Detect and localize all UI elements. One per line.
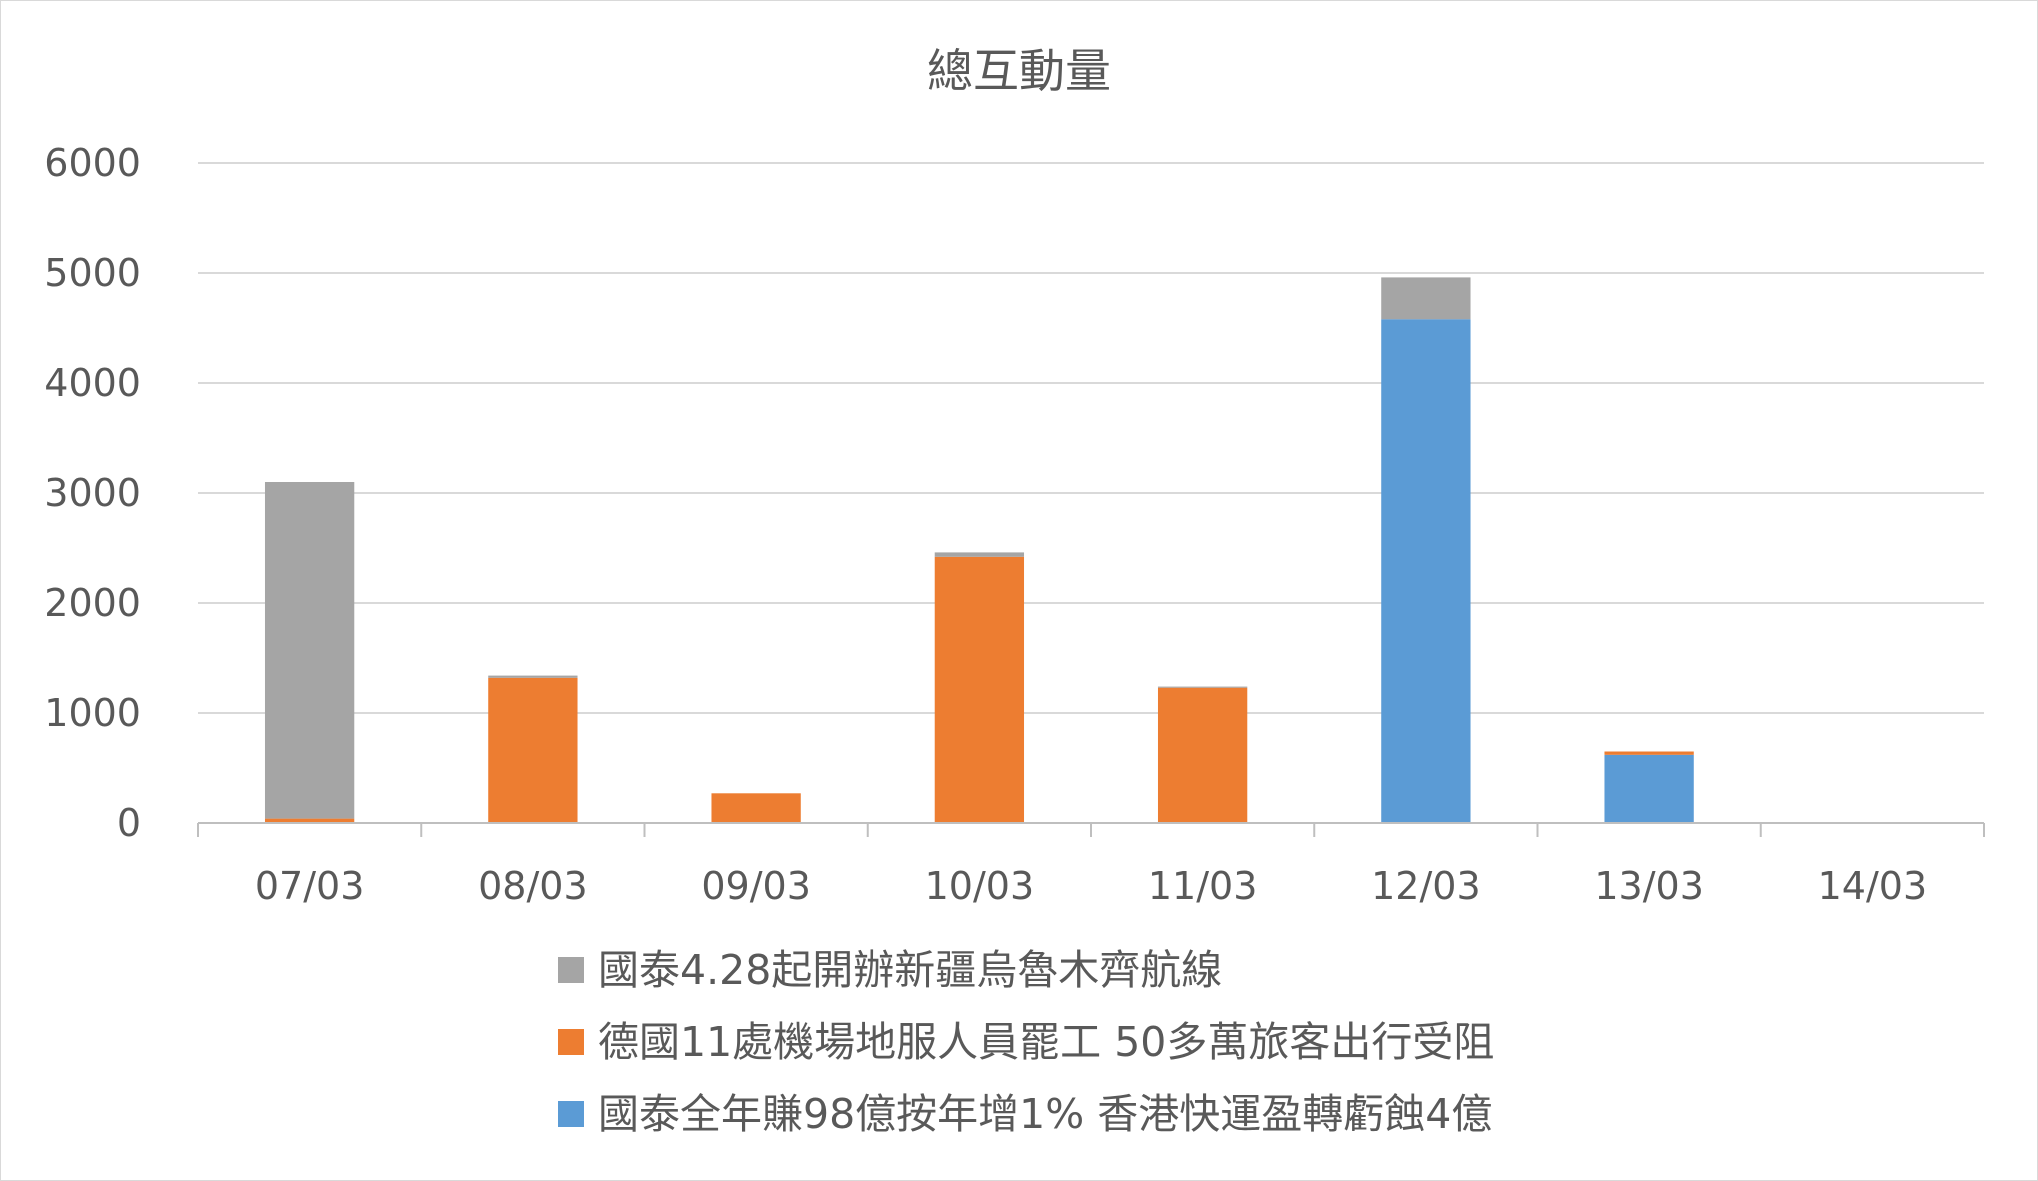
y-axis-tick-labels: 0 1000 2000 3000 4000 5000 6000 [44,141,141,845]
x-tick-label: 08/03 [478,864,588,908]
legend-swatch [558,1101,584,1127]
x-tick-label: 09/03 [701,864,811,908]
x-tick-label: 07/03 [255,864,365,908]
legend-label: 德國11處機場地服人員罷工 50多萬旅客出行受阻 [598,1018,1494,1066]
bar-segment [1381,277,1471,320]
x-tick-label: 10/03 [925,864,1035,908]
bar-segment [1157,686,1248,688]
bar-segment [488,675,578,678]
bar-segment [1604,754,1694,823]
x-tick-label: 14/03 [1818,864,1928,908]
bar-segment [488,677,578,823]
bar-segment [1604,751,1694,755]
x-tick-label: 12/03 [1371,864,1481,908]
y-tick-label: 0 [117,801,141,845]
bars [264,277,1694,823]
bar-segment [934,552,1025,557]
bar-segment [264,818,355,823]
legend-label: 國泰全年賺98億按年增1% 香港快運盈轉虧蝕4億 [598,1090,1492,1138]
bar-segment [1157,687,1248,823]
bar-segment [264,482,355,819]
chart-title: 總互動量 [927,44,1111,98]
x-axis-tick-labels: 07/03 08/03 09/03 10/03 11/03 12/03 13/03 14/03 [255,864,1927,908]
y-tick-label: 1000 [44,691,141,735]
x-tick-label: 13/03 [1594,864,1704,908]
y-tick-label: 5000 [44,251,141,295]
bar-segment [711,793,801,823]
legend-swatch [558,957,584,983]
legend-swatch [558,1029,584,1055]
bar-segment [1381,319,1471,823]
y-tick-label: 3000 [44,471,141,515]
y-tick-label: 6000 [44,141,141,185]
x-tick-label: 11/03 [1148,864,1258,908]
x-axis [197,822,1985,837]
y-tick-label: 2000 [44,581,141,625]
gridlines [198,162,1984,714]
y-tick-label: 4000 [44,361,141,405]
legend-label: 國泰4.28起開辦新疆烏魯木齊航線 [598,946,1222,994]
bar-segment [934,556,1025,823]
